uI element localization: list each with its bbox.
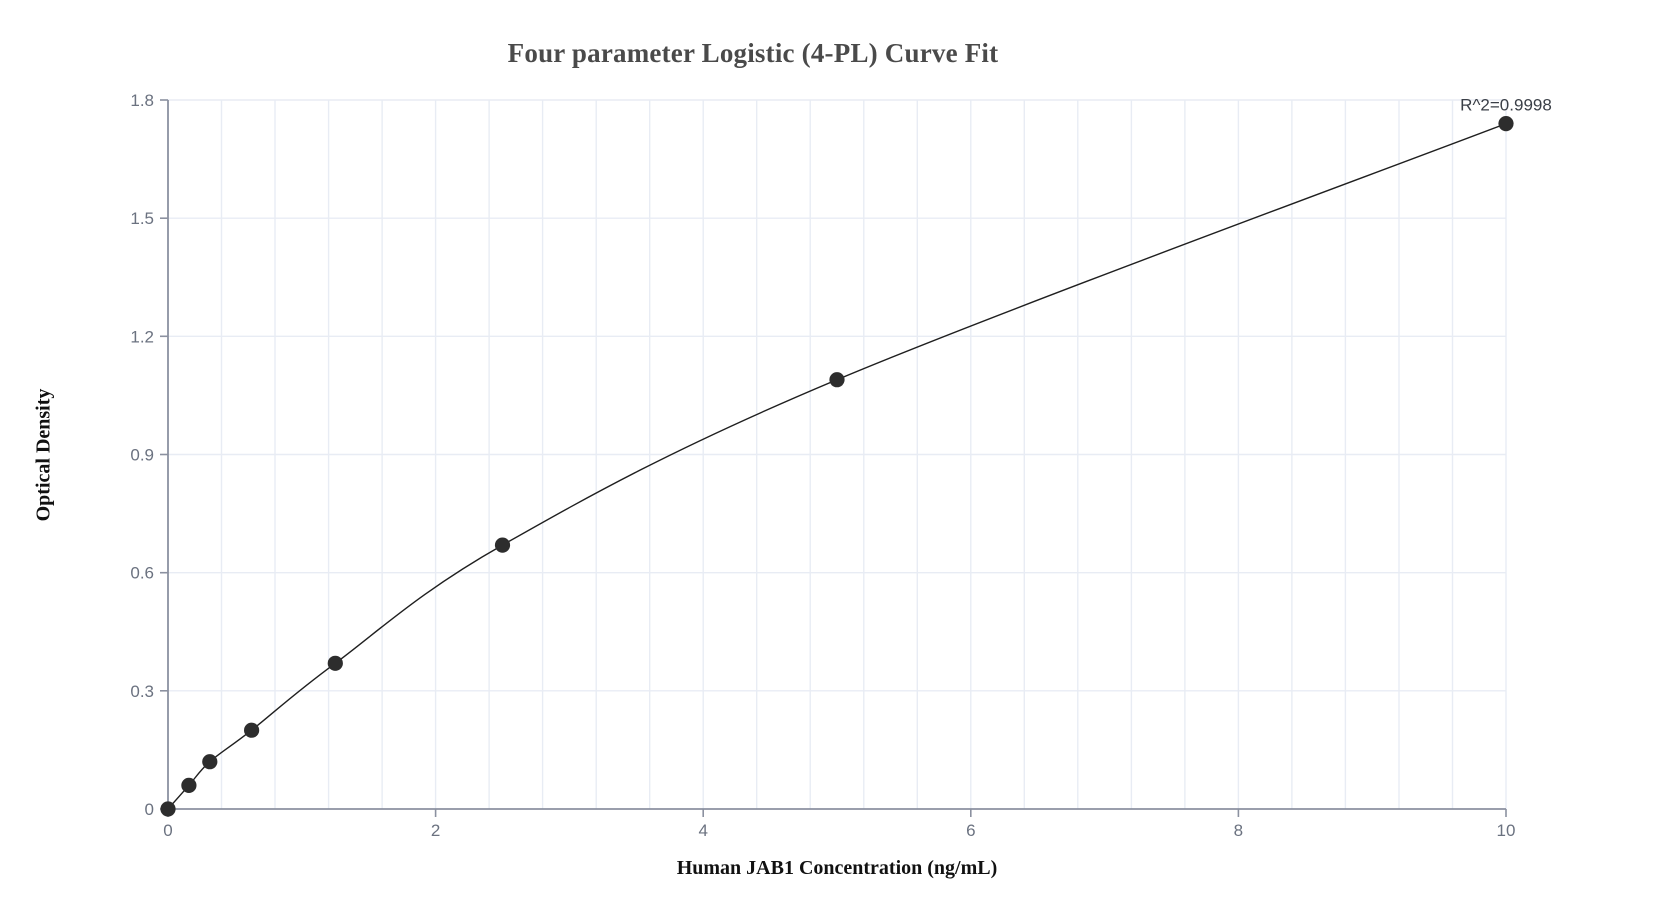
fit-curve	[167, 122, 1507, 810]
r-squared-annotation: R^2=0.9998	[1460, 96, 1552, 115]
data-point	[160, 801, 176, 817]
y-tick-label: 1.5	[130, 209, 154, 228]
x-axis-title: Human JAB1 Concentration (ng/mL)	[676, 857, 998, 879]
data-point	[327, 655, 343, 671]
chart-title: Four parameter Logistic (4-PL) Curve Fit	[507, 38, 999, 68]
y-tick-label: 0.9	[130, 446, 154, 465]
data-point	[829, 372, 845, 388]
x-tick-label: 10	[1497, 821, 1516, 840]
y-tick-label: 0	[145, 800, 154, 819]
x-tick-label: 8	[1234, 821, 1243, 840]
x-tick-label: 6	[966, 821, 975, 840]
y-tick-label: 0.6	[130, 564, 154, 583]
data-point	[244, 722, 260, 738]
x-tick-label: 2	[431, 821, 440, 840]
data-point	[494, 537, 511, 553]
y-axis-title: Optical Density	[32, 388, 55, 522]
y-tick-label: 0.3	[130, 682, 154, 701]
x-tick-label: 4	[698, 821, 707, 840]
y-tick-label: 1.8	[130, 91, 154, 110]
x-tick-label: 0	[163, 821, 172, 840]
data-point	[181, 777, 197, 794]
data-point	[1498, 116, 1514, 132]
data-point	[202, 754, 218, 770]
y-tick-label: 1.2	[130, 327, 154, 346]
